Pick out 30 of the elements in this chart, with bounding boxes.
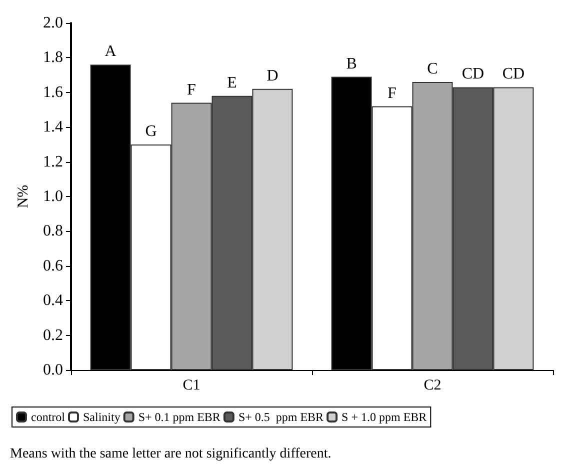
data-label: F [187,81,196,98]
legend-label: S+ 0.5 ppm EBR [238,410,324,424]
y-tick-label: 1.2 [43,153,63,170]
y-tick-label: 0.4 [43,292,63,310]
data-label: C [427,60,438,78]
y-tick-label: 1.4 [43,118,63,136]
data-label: CD [502,66,525,83]
data-label: G [145,122,158,140]
x-tick-label: C1 [182,378,200,394]
y-tick-label: 0.6 [43,257,63,274]
data-label: CD [462,66,484,83]
data-label: F [388,84,397,102]
text: Means with the same letter are not significantly different. [10,446,332,462]
y-tick-label: 0.2 [43,326,63,344]
x-tick-label: C2 [424,378,442,394]
y-tick-label: 1.8 [43,49,63,66]
y-axis-title: N% [16,184,32,208]
legend-label: Salinity [82,410,120,424]
y-tick-label: 1.6 [43,84,63,101]
data-label: B [346,55,357,72]
y-tick-label: 1.0 [43,188,63,205]
y-tick-label: 2.0 [43,14,63,32]
data-label: D [266,67,278,84]
legend-label: S + 1.0 ppm EBR [342,410,427,424]
data-label: A [104,43,117,60]
data-label: E [227,74,237,92]
y-tick-label: 0.0 [43,362,63,378]
y-tick-label: 0.8 [43,222,63,240]
legend-label: S+ 0.1 ppm EBR [138,410,220,424]
legend-label: control [31,410,66,424]
